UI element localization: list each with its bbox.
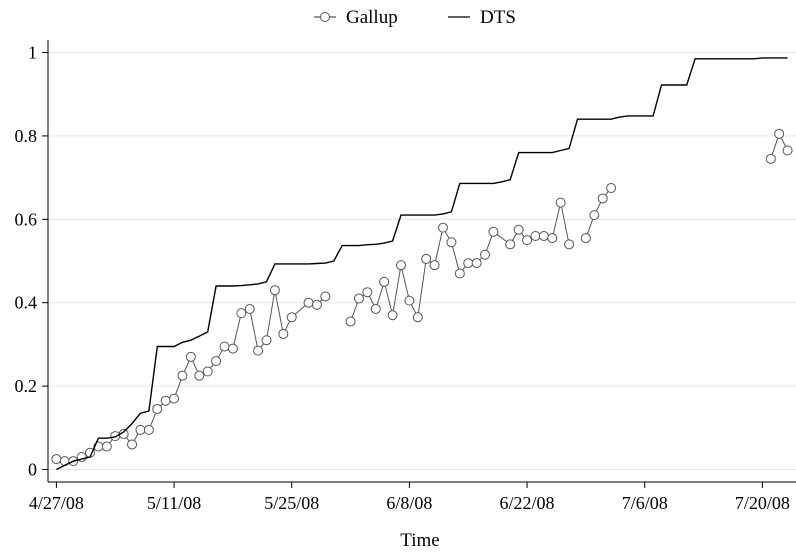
legend-gallup-label: Gallup (346, 7, 398, 28)
x-tick-label: 6/22/08 (500, 493, 555, 513)
gallup-point (202, 366, 213, 377)
gridlines (48, 52, 796, 470)
gallup-point (538, 230, 549, 241)
gallup-point (513, 224, 524, 235)
x-axis-title: Time (400, 530, 439, 551)
gallup-point (127, 439, 138, 450)
gallup-point (169, 393, 180, 404)
gallup-point (320, 291, 331, 302)
gallup-point (345, 316, 356, 327)
x-tick-label: 7/6/08 (622, 493, 668, 513)
gallup-point (135, 424, 146, 435)
gallup-point (782, 145, 793, 156)
gallup-point (110, 431, 121, 442)
gallup-point (185, 351, 196, 362)
legend: Gallup DTS (314, 7, 516, 28)
y-tick-label: 0.8 (15, 126, 38, 146)
gallup-point (269, 285, 280, 296)
gallup-point (379, 276, 390, 287)
gallup-point (101, 441, 112, 452)
gallup-point (219, 341, 230, 352)
x-tick-label: 7/20/08 (735, 493, 790, 513)
legend-dts-label: DTS (480, 7, 516, 28)
y-tick-label: 0.4 (15, 293, 38, 313)
gallup-point (370, 303, 381, 314)
gallup-point (236, 308, 247, 319)
gallup-point (421, 253, 432, 264)
gallup-point (454, 268, 465, 279)
gallup-point (160, 395, 171, 406)
gallup-point (429, 260, 440, 271)
gallup-point (765, 153, 776, 164)
gallup-point (143, 424, 154, 435)
axes: 0 0.2 0.4 0.6 0.8 1 4/27/08 5/11/08 5/25/08 6/8/0… (15, 40, 796, 513)
x-tick-label: 6/8/08 (386, 493, 432, 513)
gallup-point (412, 312, 423, 323)
gallup-point (395, 260, 406, 271)
gallup-point (244, 303, 255, 314)
gallup-point (211, 356, 222, 367)
gallup-point (227, 343, 238, 354)
gallup-line (56, 290, 326, 462)
series-layer (51, 57, 793, 471)
gallup-point (286, 312, 297, 323)
gallup-point (311, 299, 322, 310)
gallup-point (446, 237, 457, 248)
gallup-point (194, 370, 205, 381)
dts-line (56, 57, 788, 471)
x-tick-label: 5/11/08 (147, 493, 201, 513)
gallup-point (589, 210, 600, 221)
gallup-point (530, 230, 541, 241)
gallup-point (564, 239, 575, 250)
legend-gallup-marker (320, 12, 330, 22)
x-tick-label: 5/25/08 (264, 493, 319, 513)
gallup-point (522, 235, 533, 246)
gallup-point (278, 328, 289, 339)
gallup-point (51, 454, 62, 465)
gallup-point (387, 310, 398, 321)
gallup-point (177, 370, 188, 381)
gallup-point (505, 239, 516, 250)
y-tick-label: 0 (28, 459, 37, 479)
y-tick-label: 0.6 (15, 209, 38, 229)
gallup-point (438, 222, 449, 233)
gallup-point (152, 404, 163, 415)
gallup-line (350, 202, 570, 322)
gallup-point (261, 335, 272, 346)
y-tick-label: 1 (28, 43, 37, 63)
gallup-line (585, 187, 612, 239)
gallup-point (606, 183, 617, 194)
gallup-point (353, 293, 364, 304)
gallup-point (463, 258, 474, 269)
gallup-point (488, 226, 499, 237)
gallup-point (774, 128, 785, 139)
gallup-point (471, 258, 482, 269)
x-tick-label: 4/27/08 (29, 493, 84, 513)
gallup-point (362, 287, 373, 298)
gallup-point (404, 295, 415, 306)
gallup-point (597, 193, 608, 204)
gallup-point (303, 297, 314, 308)
gallup-point (253, 345, 264, 356)
gallup-point (480, 249, 491, 260)
y-tick-label: 0.2 (15, 376, 38, 396)
gallup-point (555, 197, 566, 208)
gallup-point (547, 233, 558, 244)
gallup-point (580, 233, 591, 244)
